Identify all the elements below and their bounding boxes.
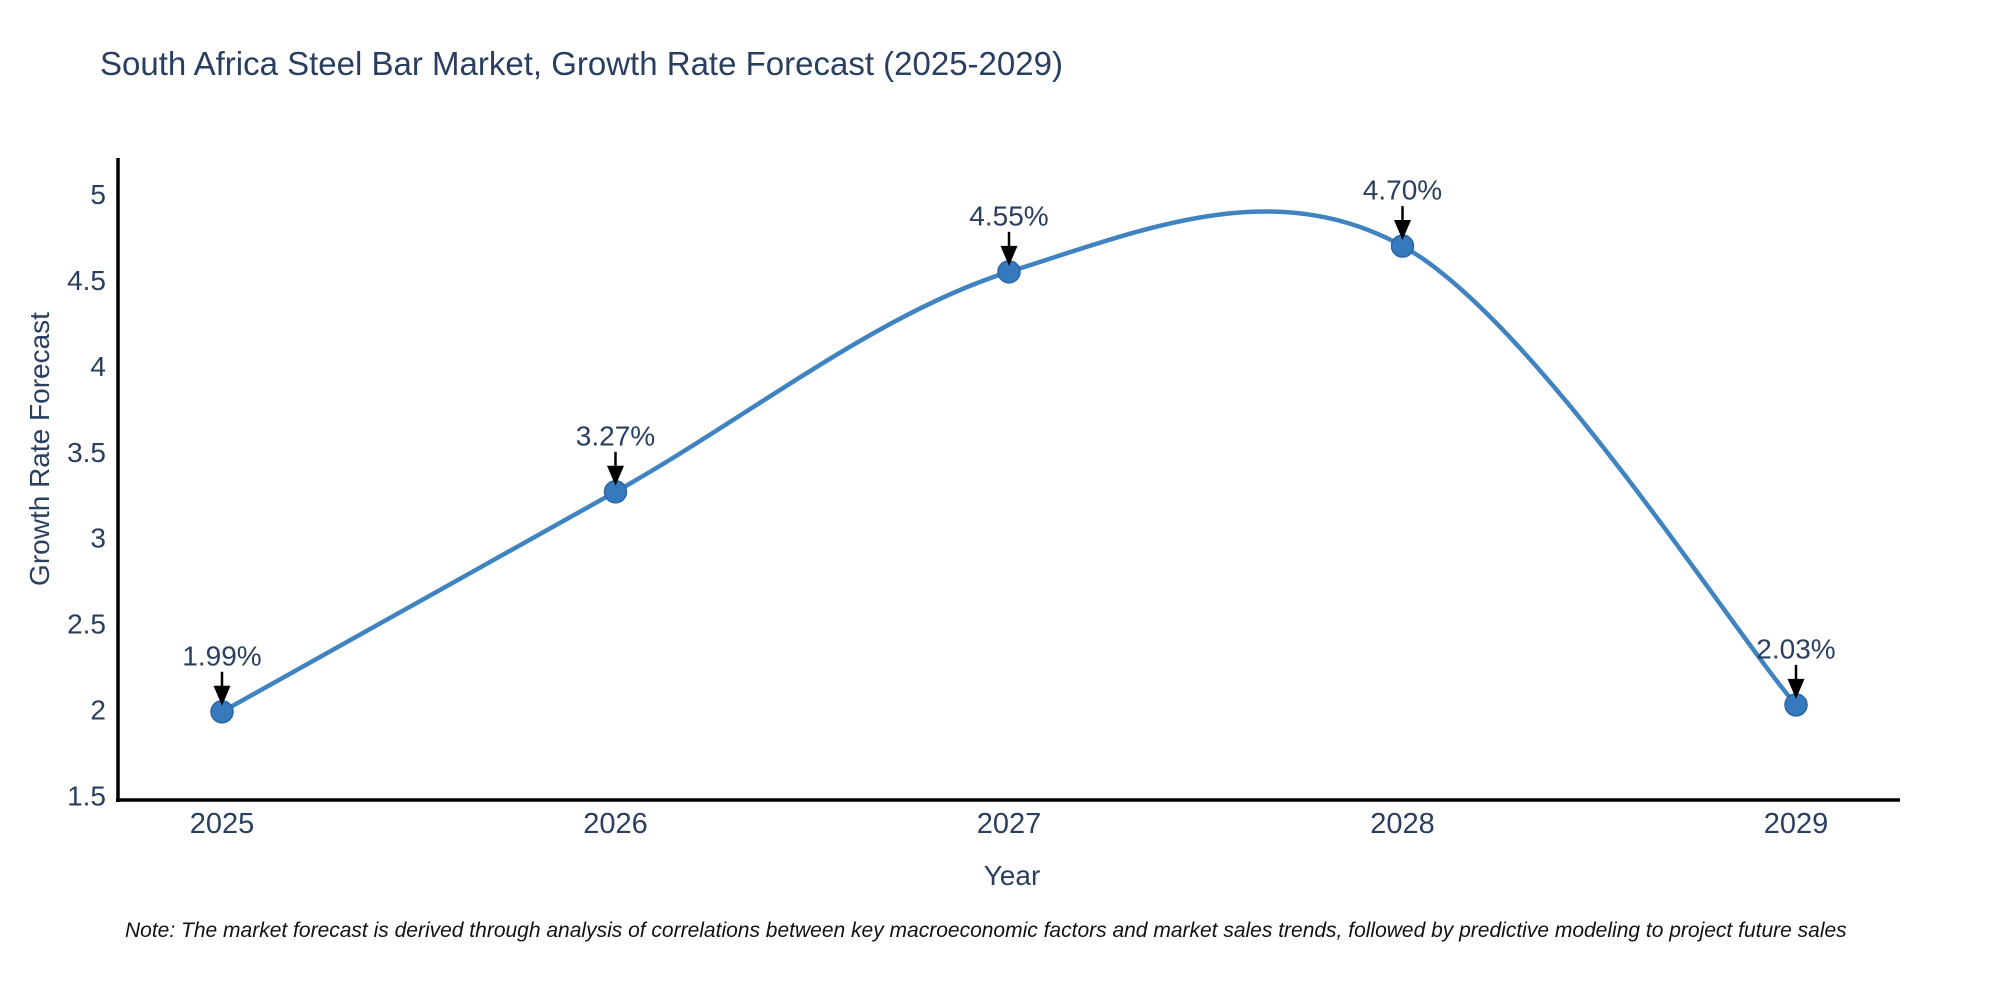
annotation-label-2028: 4.70%: [1363, 175, 1442, 206]
annotation-label-2025: 1.99%: [182, 640, 261, 671]
annotation-arrow-head: [213, 685, 231, 706]
annotation-arrow-head: [1787, 678, 1805, 699]
y-tick-label: 4: [90, 351, 106, 382]
annotation-arrow-head: [607, 465, 624, 486]
x-tick-label-2027: 2027: [977, 808, 1042, 840]
annotation-label-2027: 4.55%: [969, 200, 1048, 231]
annotation-label-2026: 3.27%: [576, 420, 655, 451]
annotation-arrow-head: [1394, 220, 1411, 241]
x-tick-label-2029: 2029: [1764, 808, 1829, 840]
chart-title: South Africa Steel Bar Market, Growth Ra…: [100, 45, 1063, 82]
annotation-arrow-head: [1000, 245, 1018, 266]
y-tick-label: 2: [90, 695, 106, 726]
footnote: Note: The market forecast is derived thr…: [125, 919, 1847, 942]
y-tick-label: 1.5: [67, 781, 106, 812]
y-tick-label: 5: [90, 179, 106, 210]
y-tick-label: 2.5: [67, 609, 106, 640]
x-tick-label-2028: 2028: [1370, 808, 1435, 840]
y-tick-label: 3.5: [67, 437, 106, 468]
x-axis-title: Year: [983, 860, 1041, 891]
y-axis-title: Growth Rate Forecast: [24, 312, 55, 586]
annotation-label-2029: 2.03%: [1756, 633, 1835, 664]
x-tick-label-2026: 2026: [583, 808, 648, 840]
x-tick-label-2025: 2025: [190, 808, 255, 840]
y-tick-label: 4.5: [67, 265, 106, 296]
y-tick-label: 3: [90, 523, 106, 554]
growth-rate-line: [219, 209, 1799, 715]
